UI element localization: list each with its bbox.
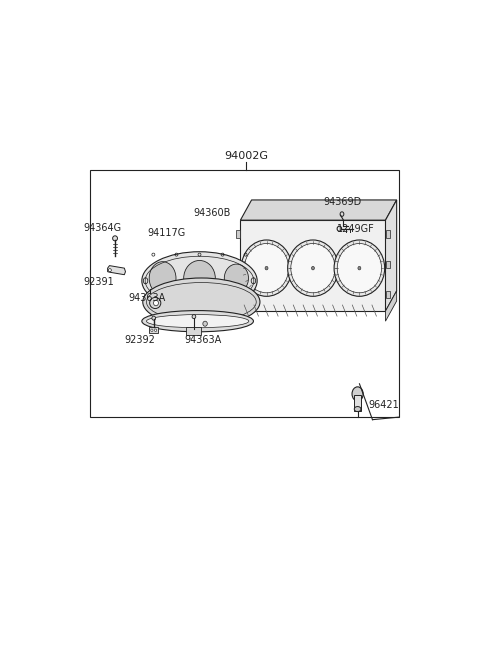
Bar — [236, 260, 240, 268]
Ellipse shape — [203, 321, 207, 326]
Bar — [149, 327, 158, 333]
Text: 1249GF: 1249GF — [337, 224, 374, 234]
Ellipse shape — [334, 240, 384, 297]
Bar — [186, 327, 202, 335]
Bar — [385, 230, 390, 238]
Ellipse shape — [155, 329, 156, 331]
Ellipse shape — [354, 407, 361, 411]
Ellipse shape — [288, 240, 338, 297]
Bar — [385, 260, 390, 268]
Ellipse shape — [224, 264, 249, 293]
Text: 92391: 92391 — [84, 277, 114, 287]
Text: 92392: 92392 — [124, 335, 156, 345]
Ellipse shape — [337, 243, 382, 293]
Ellipse shape — [108, 269, 111, 272]
Ellipse shape — [113, 236, 118, 241]
Ellipse shape — [146, 315, 249, 328]
Bar — [385, 291, 390, 298]
Ellipse shape — [142, 310, 253, 332]
Text: 94369D: 94369D — [324, 197, 362, 207]
Text: 94364G: 94364G — [84, 223, 122, 233]
Ellipse shape — [192, 315, 196, 319]
Ellipse shape — [241, 240, 292, 297]
Ellipse shape — [340, 212, 344, 216]
Bar — [354, 396, 361, 411]
Ellipse shape — [154, 300, 158, 306]
Ellipse shape — [184, 260, 216, 296]
Ellipse shape — [142, 252, 257, 310]
Bar — [90, 170, 398, 417]
Polygon shape — [108, 266, 125, 275]
Text: 94363A: 94363A — [129, 293, 166, 304]
Ellipse shape — [149, 262, 176, 295]
Polygon shape — [385, 291, 396, 321]
Ellipse shape — [358, 266, 361, 270]
Ellipse shape — [151, 329, 153, 331]
Ellipse shape — [312, 266, 314, 270]
Bar — [236, 291, 240, 298]
Ellipse shape — [291, 243, 335, 293]
Text: 96421: 96421 — [369, 400, 399, 409]
Ellipse shape — [352, 387, 363, 401]
Ellipse shape — [265, 266, 268, 270]
Text: 94002G: 94002G — [224, 150, 268, 161]
Polygon shape — [385, 200, 396, 311]
Bar — [236, 230, 240, 238]
Text: 94360B: 94360B — [194, 207, 231, 218]
Polygon shape — [240, 200, 396, 220]
Text: 94117G: 94117G — [147, 228, 185, 237]
Ellipse shape — [152, 316, 156, 320]
Ellipse shape — [143, 278, 260, 326]
Ellipse shape — [150, 297, 161, 308]
Text: 94363A: 94363A — [185, 335, 222, 345]
Polygon shape — [240, 220, 385, 311]
Ellipse shape — [244, 243, 288, 293]
